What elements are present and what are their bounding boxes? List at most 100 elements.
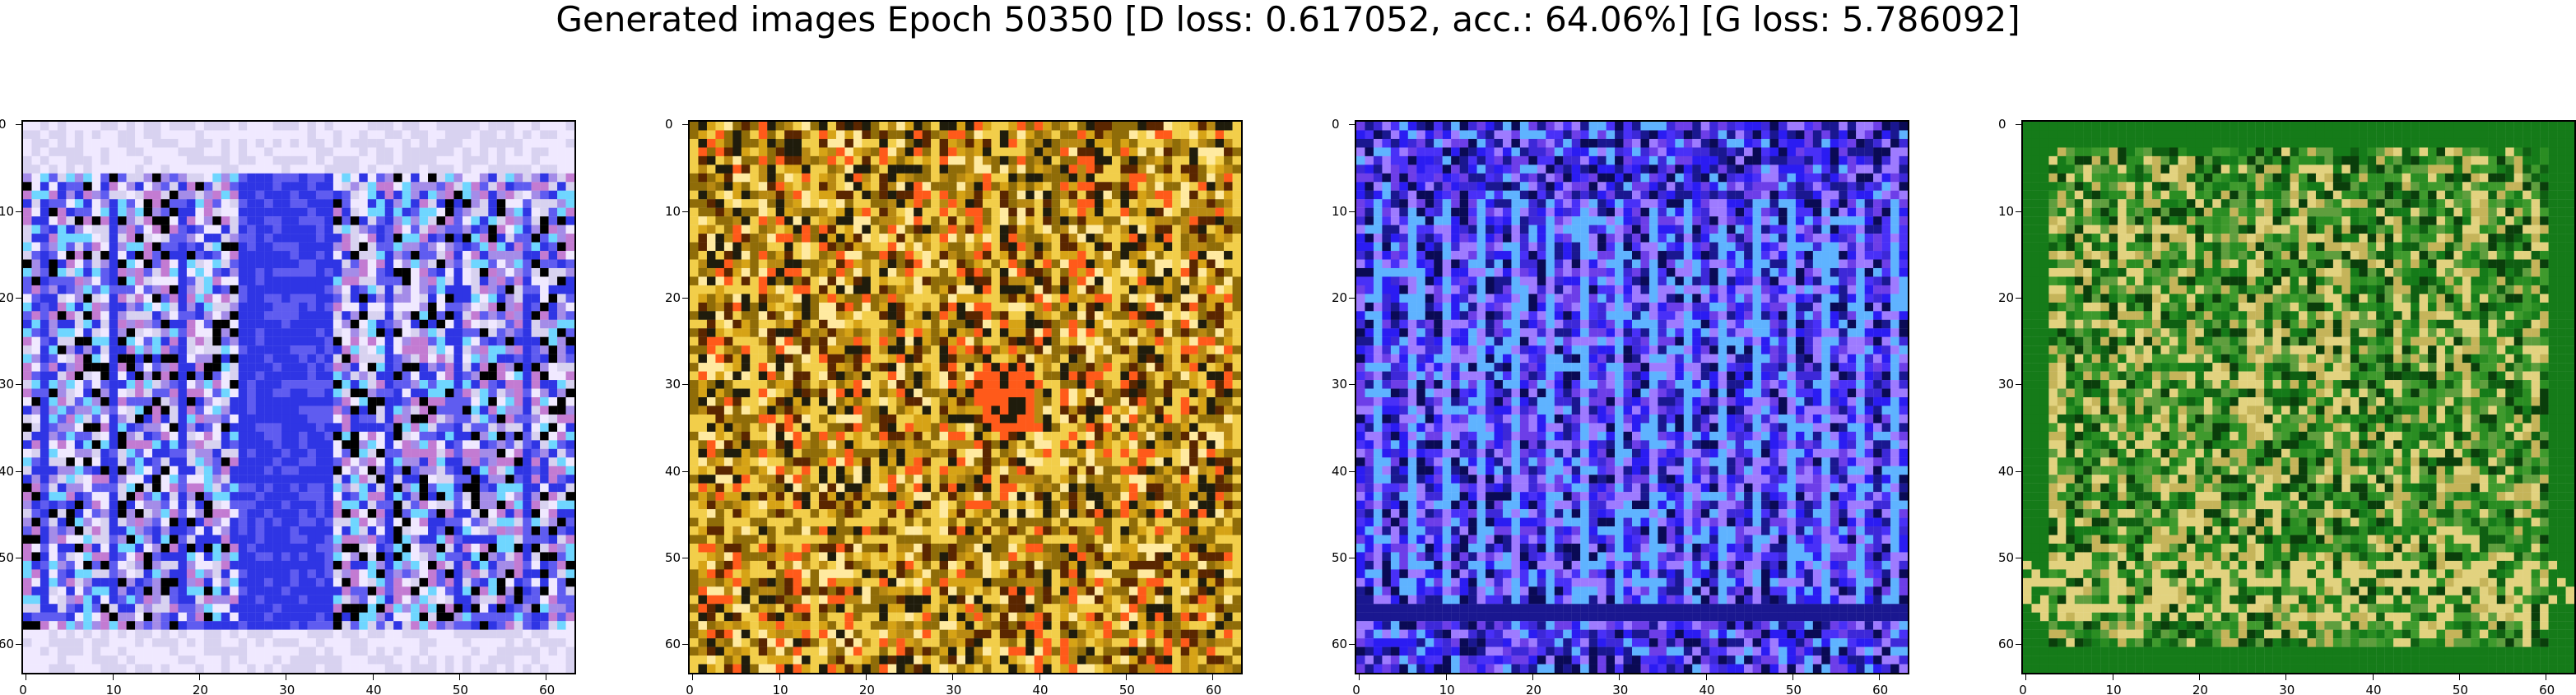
image-pixel xyxy=(203,302,213,312)
image-pixel xyxy=(247,285,256,294)
image-pixel xyxy=(436,586,446,595)
image-pixel xyxy=(367,182,377,191)
image-pixel xyxy=(1137,182,1146,191)
image-pixel xyxy=(160,371,170,381)
image-pixel xyxy=(143,466,153,475)
image-pixel xyxy=(904,130,914,140)
image-pixel xyxy=(359,173,368,183)
image-pixel xyxy=(359,638,368,647)
image-pixel xyxy=(496,457,506,466)
image-pixel xyxy=(281,569,291,578)
image-pixel xyxy=(315,509,325,518)
image-pixel xyxy=(479,466,489,475)
image-pixel xyxy=(307,595,317,605)
image-pixel xyxy=(290,431,300,441)
image-pixel xyxy=(100,336,109,346)
image-pixel xyxy=(496,586,506,595)
image-pixel xyxy=(471,363,480,372)
image-pixel xyxy=(690,234,699,243)
image-pixel xyxy=(1103,155,1113,165)
image-pixel xyxy=(186,216,196,225)
image-pixel xyxy=(827,130,837,140)
image-pixel xyxy=(444,311,454,320)
image-pixel xyxy=(247,276,256,286)
image-pixel xyxy=(118,328,127,337)
image-pixel xyxy=(862,190,871,200)
image-pixel xyxy=(135,457,144,466)
image-pixel xyxy=(479,431,489,441)
image-pixel xyxy=(299,294,308,303)
image-pixel xyxy=(350,251,360,260)
image-pixel xyxy=(272,612,282,622)
image-pixel xyxy=(548,285,558,294)
image-pixel xyxy=(255,492,265,501)
image-pixel xyxy=(505,638,514,647)
image-pixel xyxy=(548,457,558,466)
image-pixel xyxy=(169,457,179,466)
image-pixel xyxy=(212,285,221,294)
image-pixel xyxy=(324,646,334,656)
image-pixel xyxy=(212,311,221,320)
image-pixel xyxy=(126,302,136,312)
image-pixel xyxy=(126,380,136,389)
image-pixel xyxy=(307,319,317,329)
image-pixel xyxy=(444,259,454,269)
image-pixel xyxy=(307,629,317,639)
image-pixel xyxy=(1197,122,1207,131)
image-pixel xyxy=(212,147,221,157)
image-pixel xyxy=(1224,207,1233,217)
image-pixel xyxy=(212,543,221,553)
image-pixel xyxy=(879,225,888,234)
image-pixel xyxy=(853,164,863,174)
image-pixel xyxy=(91,431,101,441)
image-pixel xyxy=(1224,155,1233,165)
image-pixel xyxy=(350,604,360,613)
image-pixel xyxy=(324,664,334,673)
image-pixel xyxy=(557,311,566,320)
image-pixel xyxy=(264,225,273,234)
image-pixel xyxy=(152,182,161,191)
image-pixel xyxy=(393,164,402,174)
image-pixel xyxy=(143,311,153,320)
image-pixel xyxy=(1120,216,1130,225)
image-pixel xyxy=(531,242,541,252)
image-pixel xyxy=(462,173,472,183)
image-pixel xyxy=(212,414,221,424)
image-pixel xyxy=(169,345,179,354)
image-pixel xyxy=(169,225,179,234)
image-pixel xyxy=(152,336,161,346)
image-pixel xyxy=(496,302,506,312)
image-pixel xyxy=(453,216,463,225)
image-pixel xyxy=(118,612,127,622)
image-pixel xyxy=(896,182,905,191)
image-pixel xyxy=(393,242,402,252)
image-pixel xyxy=(565,319,574,329)
image-pixel xyxy=(342,397,351,406)
image-pixel xyxy=(1197,130,1207,140)
image-pixel xyxy=(247,190,256,200)
image-pixel xyxy=(853,216,863,225)
image-pixel xyxy=(230,276,239,286)
image-pixel xyxy=(203,492,213,501)
image-pixel xyxy=(706,207,716,217)
image-pixel xyxy=(66,182,75,191)
image-pixel xyxy=(178,509,188,518)
image-pixel xyxy=(741,164,751,174)
image-pixel xyxy=(540,138,549,148)
image-pixel xyxy=(419,612,429,622)
image-pixel xyxy=(178,405,188,415)
image-pixel xyxy=(367,294,377,303)
image-pixel xyxy=(281,552,291,562)
image-pixel xyxy=(126,586,136,595)
image-pixel xyxy=(384,242,394,252)
image-pixel xyxy=(367,535,377,544)
image-pixel xyxy=(974,199,983,208)
image-pixel xyxy=(109,646,119,656)
image-pixel xyxy=(299,440,308,449)
image-pixel xyxy=(118,388,127,398)
image-pixel xyxy=(1043,199,1052,208)
image-pixel xyxy=(281,638,291,647)
image-pixel xyxy=(1155,130,1164,140)
image-pixel xyxy=(896,173,905,183)
image-pixel xyxy=(835,130,845,140)
